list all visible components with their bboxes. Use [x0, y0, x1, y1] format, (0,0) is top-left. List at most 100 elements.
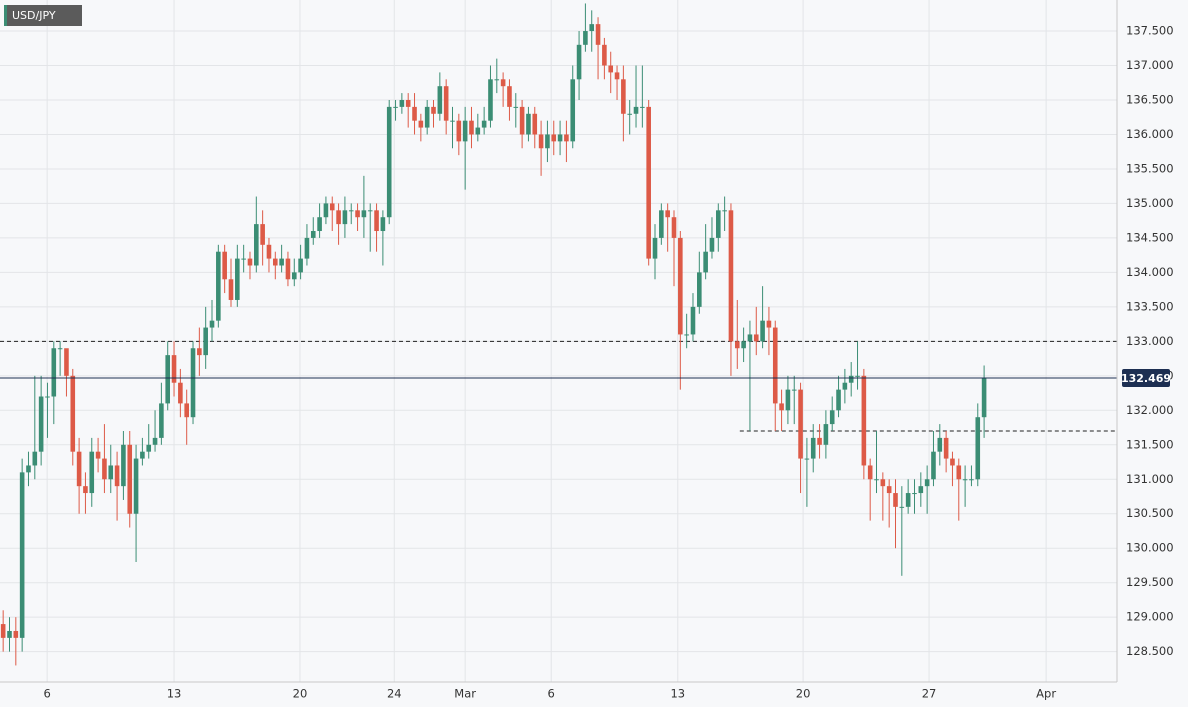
candle-body	[564, 134, 569, 142]
candle-body	[51, 348, 57, 397]
x-tick-label: 20	[796, 687, 811, 701]
candle-body	[38, 396, 44, 452]
candle-body	[880, 479, 886, 487]
candle-body	[570, 79, 576, 142]
candle-body	[184, 403, 189, 418]
y-tick-label: 132.000	[1126, 403, 1174, 417]
candle-body	[190, 348, 196, 418]
candle-body	[697, 272, 702, 307]
x-tick-label: 27	[922, 687, 937, 701]
candle-body	[342, 210, 348, 225]
y-tick-label: 136.000	[1126, 127, 1174, 141]
candle-body	[715, 210, 721, 238]
candle-body	[95, 451, 101, 459]
candle-body	[583, 31, 588, 45]
candle-body	[772, 327, 778, 404]
candle-body	[317, 217, 322, 232]
candle-body	[45, 396, 50, 398]
candle-body	[178, 382, 183, 404]
candle-body	[886, 486, 892, 494]
candle-body	[488, 79, 493, 121]
candle-body	[171, 355, 177, 383]
candle-body	[355, 210, 360, 218]
candle-body	[405, 99, 411, 107]
candle-body	[462, 120, 468, 142]
candle-body	[589, 24, 595, 32]
candle-body	[380, 217, 386, 232]
candle-body	[393, 106, 398, 108]
candle-body	[608, 65, 614, 73]
candle-body	[298, 258, 303, 273]
candle-body	[481, 120, 487, 128]
candle-body	[671, 217, 677, 238]
candle-body	[557, 134, 563, 142]
candle-body	[0, 624, 6, 638]
candle-body	[627, 113, 632, 115]
candle-body	[874, 479, 879, 481]
candle-body	[924, 479, 930, 487]
x-tick-label: Mar	[454, 687, 476, 701]
candle-body	[19, 472, 25, 638]
candle-body	[975, 417, 981, 480]
y-tick-label: 128.500	[1126, 644, 1174, 658]
candle-body	[361, 210, 367, 218]
candle-body	[532, 113, 538, 135]
candle-body	[893, 493, 898, 507]
candle-body	[304, 237, 310, 259]
candle-body	[450, 120, 455, 122]
candle-body	[114, 465, 120, 487]
candle-body	[804, 458, 810, 460]
candle-body	[848, 375, 854, 383]
x-tick-label: 24	[387, 687, 402, 701]
candle-body	[146, 444, 152, 452]
candle-body	[83, 486, 88, 494]
candle-body	[329, 203, 335, 211]
x-tick-label: 6	[548, 687, 555, 701]
candle-body	[734, 341, 740, 349]
y-tick-label: 134.500	[1126, 230, 1174, 244]
y-tick-label: 137.000	[1126, 58, 1174, 72]
candle-body	[228, 279, 234, 300]
candle-body	[336, 210, 341, 225]
candle-body	[133, 458, 139, 514]
candle-body	[937, 437, 943, 452]
y-tick-label: 135.000	[1126, 196, 1174, 210]
candle-body	[424, 106, 430, 128]
y-tick-label: 133.000	[1126, 334, 1174, 348]
candle-body	[165, 355, 171, 404]
candle-body	[798, 389, 803, 459]
candle-body	[13, 630, 19, 638]
candle-body	[962, 479, 968, 481]
candle-body	[500, 79, 506, 87]
candle-body	[931, 451, 936, 480]
candle-body	[272, 258, 278, 266]
candle-body	[348, 210, 354, 212]
candle-body	[684, 334, 689, 336]
candle-body	[57, 348, 63, 350]
y-tick-label: 136.500	[1126, 92, 1174, 106]
candle-body	[513, 106, 519, 108]
candle-body	[526, 113, 531, 135]
last-price-label: 132.469	[1121, 372, 1171, 385]
candle-body	[108, 465, 114, 480]
candle-body	[981, 377, 987, 418]
candle-body	[817, 437, 822, 445]
candle-body	[140, 451, 145, 459]
candle-body	[469, 120, 474, 135]
candle-body	[823, 424, 829, 445]
candle-body	[912, 493, 917, 495]
candle-body	[412, 106, 417, 121]
candle-body	[216, 251, 221, 321]
candle-body	[254, 224, 259, 266]
candle-body	[222, 251, 227, 280]
candle-body	[367, 210, 373, 212]
candle-body	[291, 272, 297, 280]
candle-body	[621, 79, 626, 114]
candle-body	[64, 348, 69, 376]
candle-body	[659, 210, 664, 238]
candle-body	[652, 237, 658, 259]
candle-body	[102, 458, 107, 480]
candle-body	[399, 99, 405, 107]
candle-body	[310, 231, 316, 238]
